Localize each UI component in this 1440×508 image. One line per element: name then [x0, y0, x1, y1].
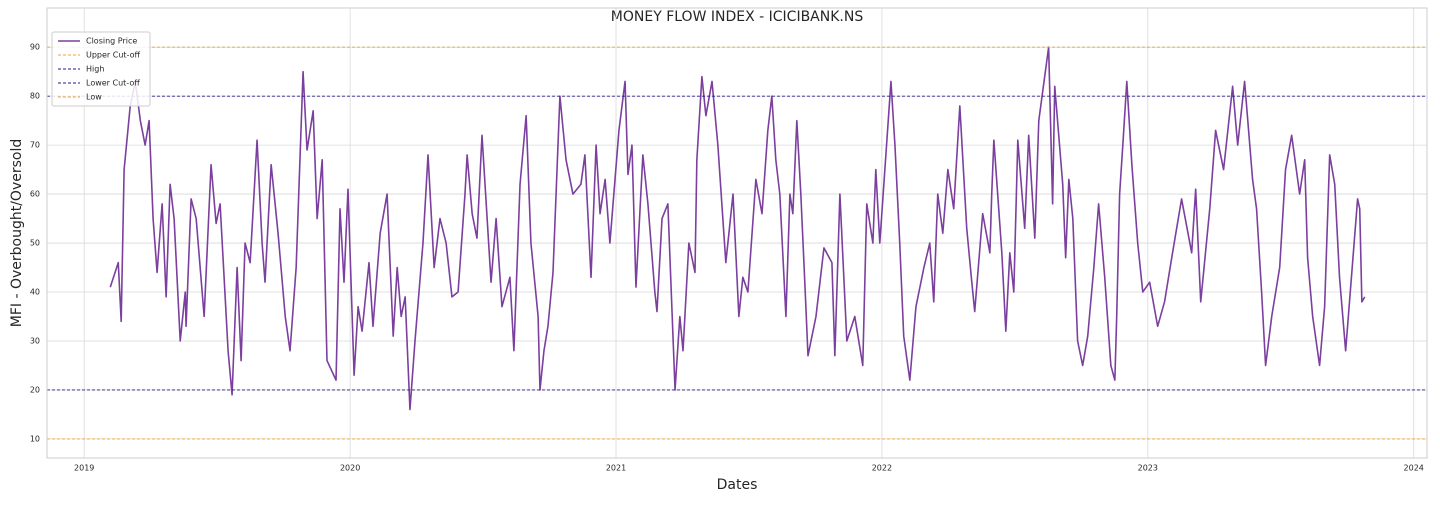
x-tick-label: 2024 [1404, 464, 1424, 473]
chart-title: MONEY FLOW INDEX - ICICIBANK.NS [611, 9, 864, 25]
y-tick-label: 30 [30, 336, 40, 345]
legend-label: Upper Cut-off [86, 51, 140, 60]
grid [47, 8, 1427, 458]
legend-label: Lower Cut-off [86, 79, 140, 88]
x-tick-label: 2019 [74, 464, 94, 473]
x-tick-label: 2022 [872, 464, 892, 473]
y-tick-label: 70 [30, 141, 40, 150]
y-tick-label: 80 [30, 92, 40, 101]
price-line [109, 46, 1366, 411]
x-tick-label: 2021 [606, 464, 626, 473]
plot-frame [46, 7, 1428, 459]
y-axis-label: MFI - Overbought/Oversold [9, 139, 25, 328]
x-tick-label: 2020 [340, 464, 360, 473]
legend-label: Low [86, 93, 102, 102]
y-tick-label: 50 [30, 239, 40, 248]
legend: Closing Price Upper Cut-off High Lower Cut-… [51, 31, 151, 107]
plot-area [47, 46, 1427, 440]
legend-box [51, 31, 151, 107]
y-tick-label: 60 [30, 190, 40, 199]
y-tick-label: 20 [30, 385, 40, 394]
legend-label: Closing Price [86, 37, 137, 46]
y-tick-label: 90 [30, 43, 40, 52]
y-tick-label: 10 [30, 434, 40, 443]
legend-label: High [86, 65, 104, 74]
x-tick-label: 2023 [1138, 464, 1158, 473]
y-tick-label: 40 [30, 288, 40, 297]
x-axis-label: Dates [717, 477, 758, 493]
